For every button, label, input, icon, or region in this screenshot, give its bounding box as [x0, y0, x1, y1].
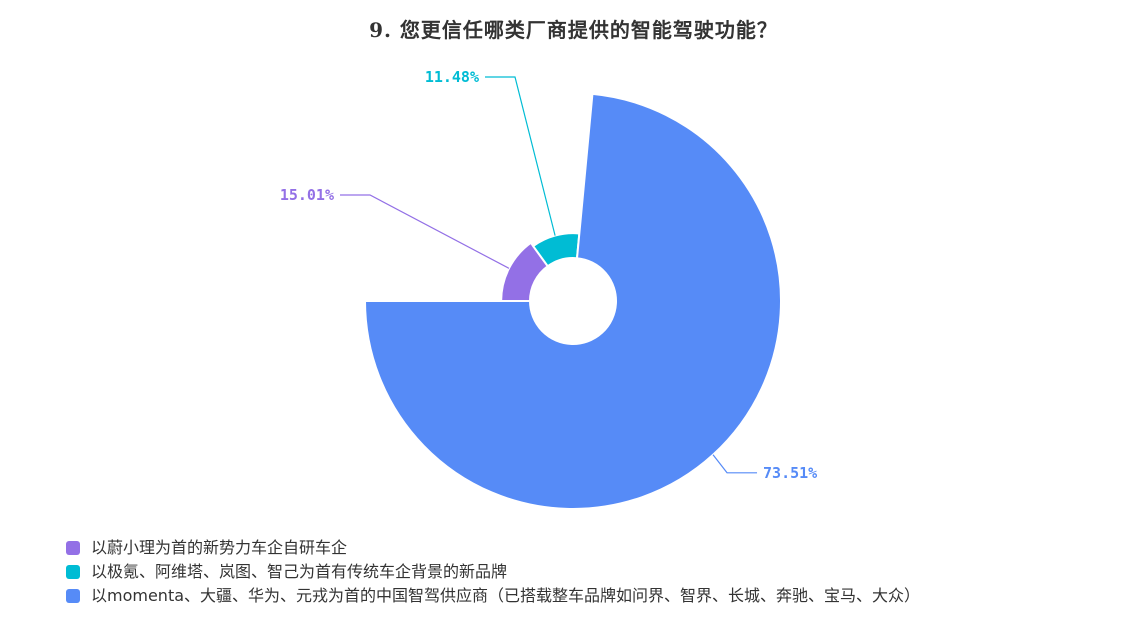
rose-pie-chart: 15.01% 11.48% 73.51% — [280, 68, 817, 510]
legend: 以蔚小理为首的新势力车企自研车企以极氪、阿维塔、岚图、智己为首有传统车企背景的新… — [66, 536, 920, 608]
legend-item-2[interactable]: 以极氪、阿维塔、岚图、智己为首有传统车企背景的新品牌 — [66, 560, 920, 584]
chart-title: 9. 您更信任哪类厂商提供的智能驾驶功能？ — [369, 18, 778, 42]
slice-labels: 15.01% 11.48% 73.51% — [280, 68, 817, 482]
legend-swatch — [66, 589, 80, 603]
label-leader-lines — [340, 76, 758, 474]
legend-label: 以极氪、阿维塔、岚图、智己为首有传统车企背景的新品牌 — [91, 562, 508, 581]
slice-label-2: 11.48% — [425, 68, 479, 86]
legend-item-1[interactable]: 以蔚小理为首的新势力车企自研车企 — [66, 536, 920, 560]
pie-slices — [363, 92, 782, 510]
leader-line-2 — [485, 76, 556, 236]
legend-swatch — [66, 565, 80, 579]
legend-item-3[interactable]: 以momenta、大疆、华为、元戎为首的中国智驾供应商（已搭载整车品牌如问界、智… — [66, 584, 920, 608]
leader-line-1 — [340, 194, 510, 269]
pie-slice-3[interactable] — [363, 92, 782, 510]
pie-slice-1[interactable] — [500, 241, 550, 302]
legend-label: 以momenta、大疆、华为、元戎为首的中国智驾供应商（已搭载整车品牌如问界、智… — [91, 586, 921, 605]
slice-label-1: 15.01% — [280, 186, 334, 204]
leader-line-3 — [712, 454, 758, 474]
slice-label-3: 73.51% — [763, 464, 817, 482]
legend-swatch — [66, 541, 80, 555]
legend-label: 以蔚小理为首的新势力车企自研车企 — [91, 538, 348, 557]
